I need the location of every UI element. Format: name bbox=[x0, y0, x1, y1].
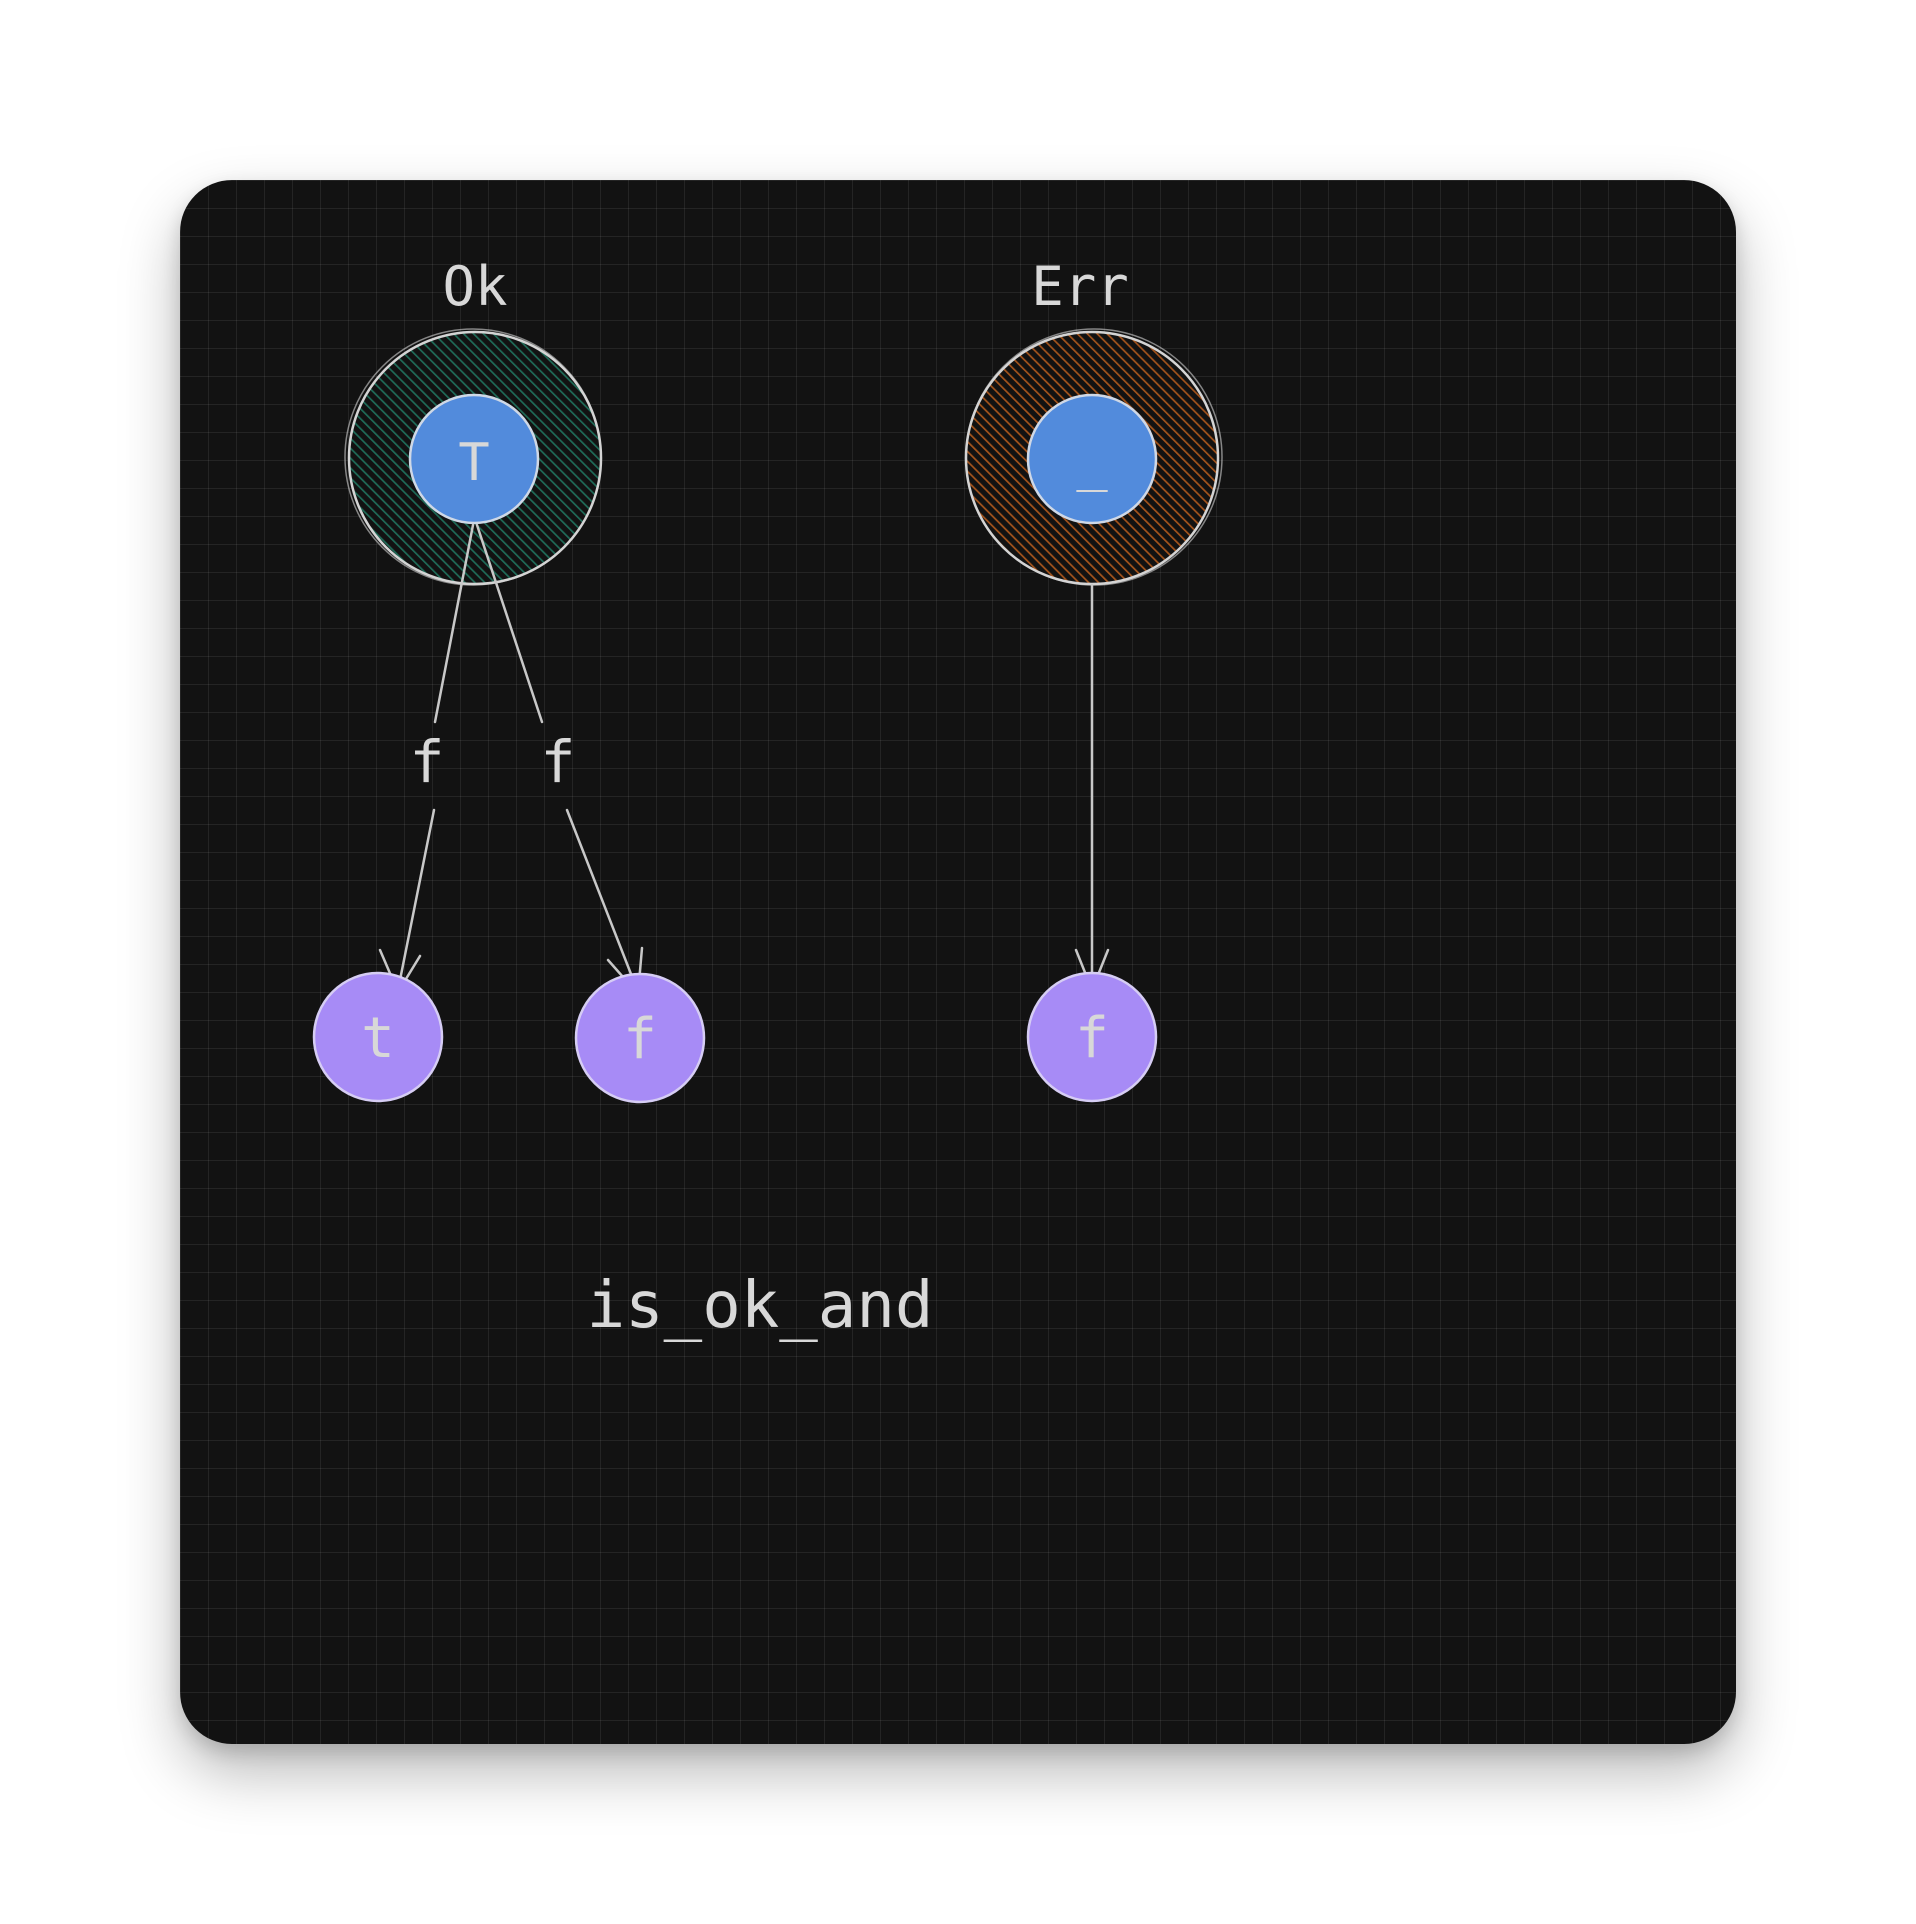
err-inner-label: _ bbox=[1076, 433, 1108, 493]
diagram-title: is_ok_and bbox=[587, 1269, 934, 1343]
result-node-t: t bbox=[312, 971, 444, 1103]
err-variant-node: _ bbox=[964, 328, 1223, 586]
diagram-canvas: Ok Err T _ bbox=[180, 180, 1736, 1744]
err-variant-label: Err bbox=[1031, 255, 1129, 318]
ok-variant-node: T bbox=[344, 328, 603, 586]
ok-inner-label: T bbox=[458, 433, 489, 493]
result-label-f-ok: f bbox=[623, 1007, 657, 1072]
edge-label-f-right: f bbox=[541, 728, 576, 796]
edge-label-f-left: f bbox=[410, 728, 445, 796]
result-label-t: t bbox=[361, 1006, 395, 1071]
err-inner-node bbox=[1026, 393, 1158, 525]
diagram-svg: Ok Err T _ bbox=[312, 255, 1223, 1343]
ok-variant-label: Ok bbox=[442, 255, 507, 318]
result-node-f-ok: f bbox=[574, 972, 706, 1104]
result-node-f-err: f bbox=[1026, 971, 1158, 1103]
result-label-f-err: f bbox=[1075, 1006, 1109, 1071]
err-edge bbox=[1074, 583, 1110, 994]
ok-inner-node bbox=[408, 393, 540, 525]
